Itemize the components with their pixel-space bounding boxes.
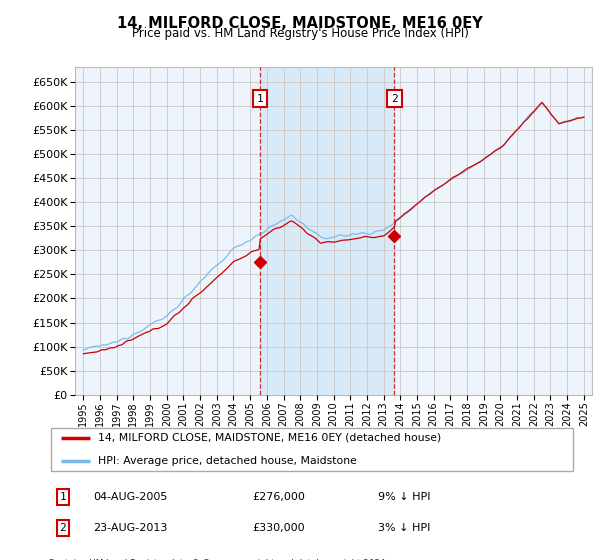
Bar [260, 67, 394, 395]
Text: 14, MILFORD CLOSE, MAIDSTONE, ME16 0EY (detached house): 14, MILFORD CLOSE, MAIDSTONE, ME16 0EY (… [98, 432, 442, 442]
Text: 1: 1 [59, 492, 67, 502]
Text: 2: 2 [59, 523, 67, 533]
Text: 14, MILFORD CLOSE, MAIDSTONE, ME16 0EY: 14, MILFORD CLOSE, MAIDSTONE, ME16 0EY [117, 16, 483, 31]
Text: 3% ↓ HPI: 3% ↓ HPI [378, 523, 430, 533]
Text: Price paid vs. HM Land Registry's House Price Index (HPI): Price paid vs. HM Land Registry's House … [131, 27, 469, 40]
Text: 04-AUG-2005: 04-AUG-2005 [93, 492, 167, 502]
Text: 23-AUG-2013: 23-AUG-2013 [93, 523, 167, 533]
Text: 2: 2 [391, 94, 398, 104]
FancyBboxPatch shape [50, 427, 574, 472]
Text: 9% ↓ HPI: 9% ↓ HPI [378, 492, 431, 502]
Text: 1: 1 [256, 94, 263, 104]
Text: HPI: Average price, detached house, Maidstone: HPI: Average price, detached house, Maid… [98, 456, 357, 466]
Text: £276,000: £276,000 [252, 492, 305, 502]
Text: £330,000: £330,000 [252, 523, 305, 533]
Text: Contains HM Land Registry data © Crown copyright and database right 2024.
This d: Contains HM Land Registry data © Crown c… [48, 559, 388, 560]
